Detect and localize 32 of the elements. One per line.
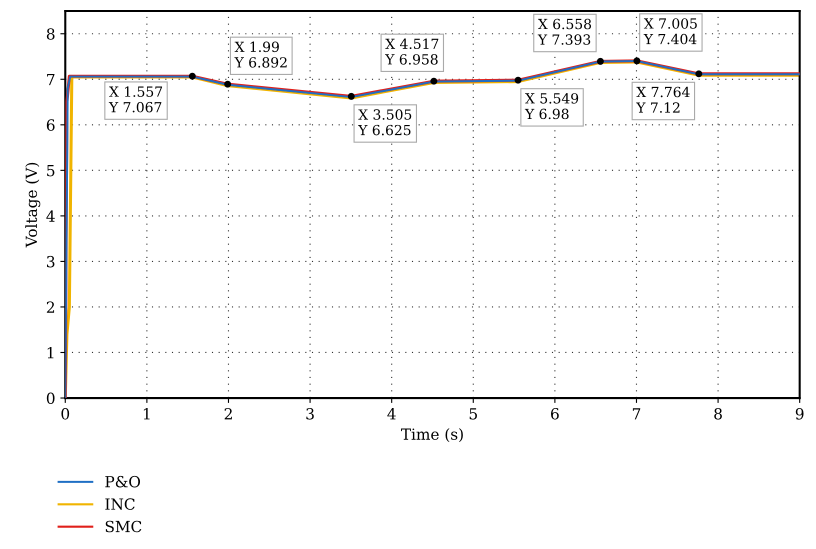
x-tick-label: 6 xyxy=(551,408,559,420)
y-tick-label: 3 xyxy=(47,256,54,268)
x-axis-title: Time (s) xyxy=(401,428,463,442)
legend-label: SMC xyxy=(106,520,142,532)
x-tick-label: 5 xyxy=(470,408,477,420)
annotation: X 5.549 Y 6.98 xyxy=(524,93,578,120)
y-tick-label: 0 xyxy=(46,392,55,404)
y-tick-label: 8 xyxy=(46,28,55,40)
x-tick-label: 9 xyxy=(796,408,804,420)
y-tick-label: 4 xyxy=(46,210,55,222)
y-tick-label: 7 xyxy=(47,74,54,86)
x-tick-label: 7 xyxy=(632,408,640,420)
y-axis-title: Voltage (V) xyxy=(25,162,40,248)
annotation: X 1.99 Y 6.892 xyxy=(234,42,287,68)
legend-label: INC xyxy=(105,498,135,510)
annotation: X 3.505 Y 6.625 xyxy=(358,109,412,136)
annotation: X 4.517 Y 6.958 xyxy=(385,38,438,65)
y-tick-label: 1 xyxy=(48,346,54,358)
x-tick-label: 4 xyxy=(387,408,396,420)
x-tick-label: 0 xyxy=(61,408,70,420)
annotation: X 6.558 Y 7.393 xyxy=(538,18,592,45)
annotation: X 1.557 Y 7.067 xyxy=(108,86,162,112)
y-tick-label: 5 xyxy=(47,165,54,176)
annotation: X 7.764 Y 7.12 xyxy=(636,86,690,113)
x-tick-label: 8 xyxy=(714,408,722,420)
x-tick-label: 3 xyxy=(306,408,314,420)
y-tick-label: 6 xyxy=(46,119,55,131)
x-tick-label: 2 xyxy=(224,408,232,420)
x-tick-label: 1 xyxy=(144,408,150,420)
legend-label: P&O xyxy=(105,476,140,488)
annotation: X 7.005 Y 7.404 xyxy=(644,18,697,44)
y-tick-label: 2 xyxy=(46,301,54,313)
